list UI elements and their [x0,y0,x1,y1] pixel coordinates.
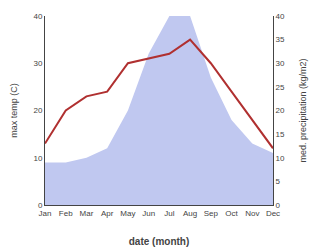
svg-text:Feb: Feb [59,209,73,218]
svg-text:Jul: Jul [164,209,174,218]
svg-text:Apr: Apr [101,209,114,218]
svg-text:5: 5 [276,177,281,186]
svg-text:25: 25 [276,83,285,92]
svg-text:Dec: Dec [266,209,280,218]
svg-text:med. precipitation (kg/m2): med. precipitation (kg/m2) [298,58,308,162]
svg-text:0: 0 [38,201,43,210]
svg-text:15: 15 [276,130,285,139]
svg-text:Jun: Jun [142,209,155,218]
svg-text:20: 20 [33,106,42,115]
svg-text:Nov: Nov [245,209,259,218]
svg-text:0: 0 [276,201,281,210]
svg-text:Oct: Oct [225,209,238,218]
svg-text:Mar: Mar [80,209,94,218]
svg-text:40: 40 [276,12,285,21]
svg-text:Jan: Jan [39,209,52,218]
svg-text:date (month): date (month) [129,236,190,247]
svg-text:20: 20 [276,106,285,115]
svg-text:10: 10 [276,154,285,163]
svg-text:Sep: Sep [204,209,219,218]
svg-text:Aug: Aug [183,209,197,218]
svg-text:May: May [120,209,135,218]
svg-text:30: 30 [276,59,285,68]
svg-text:35: 35 [276,35,285,44]
svg-text:10: 10 [33,154,42,163]
svg-text:max temp (C): max temp (C) [9,83,19,138]
svg-text:40: 40 [33,12,42,21]
svg-text:30: 30 [33,59,42,68]
